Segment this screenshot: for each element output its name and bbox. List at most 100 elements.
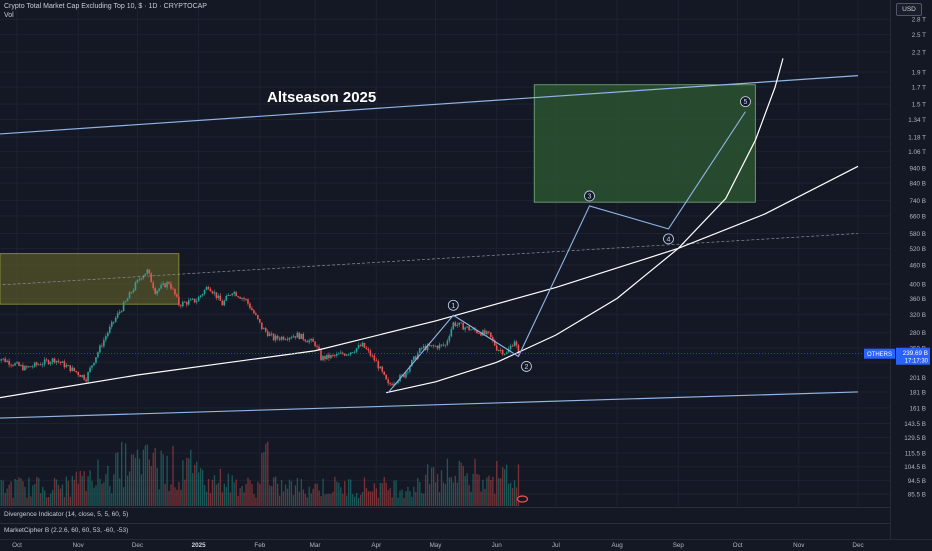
volume-bar [54,478,55,506]
candle-body [129,292,131,298]
volume-bar [157,468,158,506]
candle-body [125,301,127,302]
candle-body [320,350,322,360]
volume-bar [372,492,373,506]
candle-body [133,290,135,292]
candle-body [338,354,340,355]
candle-body [73,368,75,371]
volume-bar [467,473,468,506]
candle-body [275,336,277,340]
candle-body [267,331,269,336]
divergence-indicator-label[interactable]: Divergence Indicator (14, close, 5, 5, 6… [4,511,128,518]
volume-bar [87,476,88,506]
candle-body [344,354,346,355]
volume-bar [421,493,422,506]
candle-body [36,363,38,365]
volume-bar [174,487,175,506]
volume-bar [139,459,140,506]
volume-bar [415,492,416,506]
wave-label: 3 [588,193,592,200]
volume-bar [119,478,120,506]
candle-body [152,282,154,288]
volume-bar [10,481,11,506]
volume-bar [364,477,365,506]
pane-separator[interactable] [0,523,890,524]
volume-bar [324,495,325,506]
candle-body [360,345,362,346]
volume-bar [127,476,128,506]
time-axis[interactable] [0,539,932,551]
volume-bar [226,487,227,506]
candle-body [137,280,139,283]
volume-bar [84,471,85,506]
volume-bar [510,483,511,506]
candle-body [322,356,324,360]
candle-body [160,285,162,289]
volume-bar [172,446,173,506]
volume-bar [91,481,92,506]
volume-bar [212,480,213,506]
candle-body [464,328,466,330]
candle-body [421,348,423,349]
price-axis[interactable] [890,0,932,550]
pane-separator[interactable] [0,507,890,508]
volume-bar [7,489,8,506]
candle-body [178,297,180,305]
candle-body [117,313,119,318]
volume-bar [103,482,104,506]
candle-body [135,283,137,290]
volume-bar [330,494,331,506]
candle-body [247,299,249,303]
volume-bar [14,479,15,506]
volume-bar [105,474,106,506]
volume-bar [80,471,81,506]
candle-body [2,359,4,360]
volume-bar [243,493,244,506]
candle-body [383,372,385,375]
candle-body [407,372,409,373]
candle-body [348,354,350,355]
candle-body [352,352,354,353]
volume-bar [241,486,242,506]
volume-bar [133,454,134,506]
volume-bar [12,498,13,506]
candle-body [204,290,206,294]
volume-bar [184,480,185,506]
volume-bar [230,492,231,506]
candle-body [14,363,16,365]
volume-bar [289,480,290,506]
candle-body [486,331,488,333]
marketcipher-label[interactable]: MarketCipher B (2.2.6, 60, 60, 53, -60, … [4,527,128,534]
volume-bar [326,494,327,506]
candle-body [279,338,281,339]
candle-body [166,282,168,287]
candle-body [350,352,352,354]
candle-body [87,372,89,381]
volume-bar [50,493,51,506]
volume-bar [125,443,126,506]
volume-bar [490,480,491,506]
candle-body [64,361,66,367]
currency-button[interactable]: USD [896,3,922,16]
candle-body [146,270,148,274]
wave-label: 4 [667,236,671,243]
candle-body [336,354,338,356]
candle-body [103,340,105,346]
volume-bar [251,484,252,506]
candle-body [42,364,44,365]
volume-bar [368,491,369,506]
volume-bar [263,452,264,506]
volume-bar [342,494,343,506]
candle-body [413,356,415,360]
volume-bar [76,472,77,506]
candle-body [60,362,62,363]
candle-body [512,346,514,347]
volume-bar [72,476,73,506]
candle-body [293,336,295,337]
volume-bar [265,444,266,506]
candle-body [216,292,218,298]
candle-body [218,296,220,298]
candle-body [6,361,8,362]
